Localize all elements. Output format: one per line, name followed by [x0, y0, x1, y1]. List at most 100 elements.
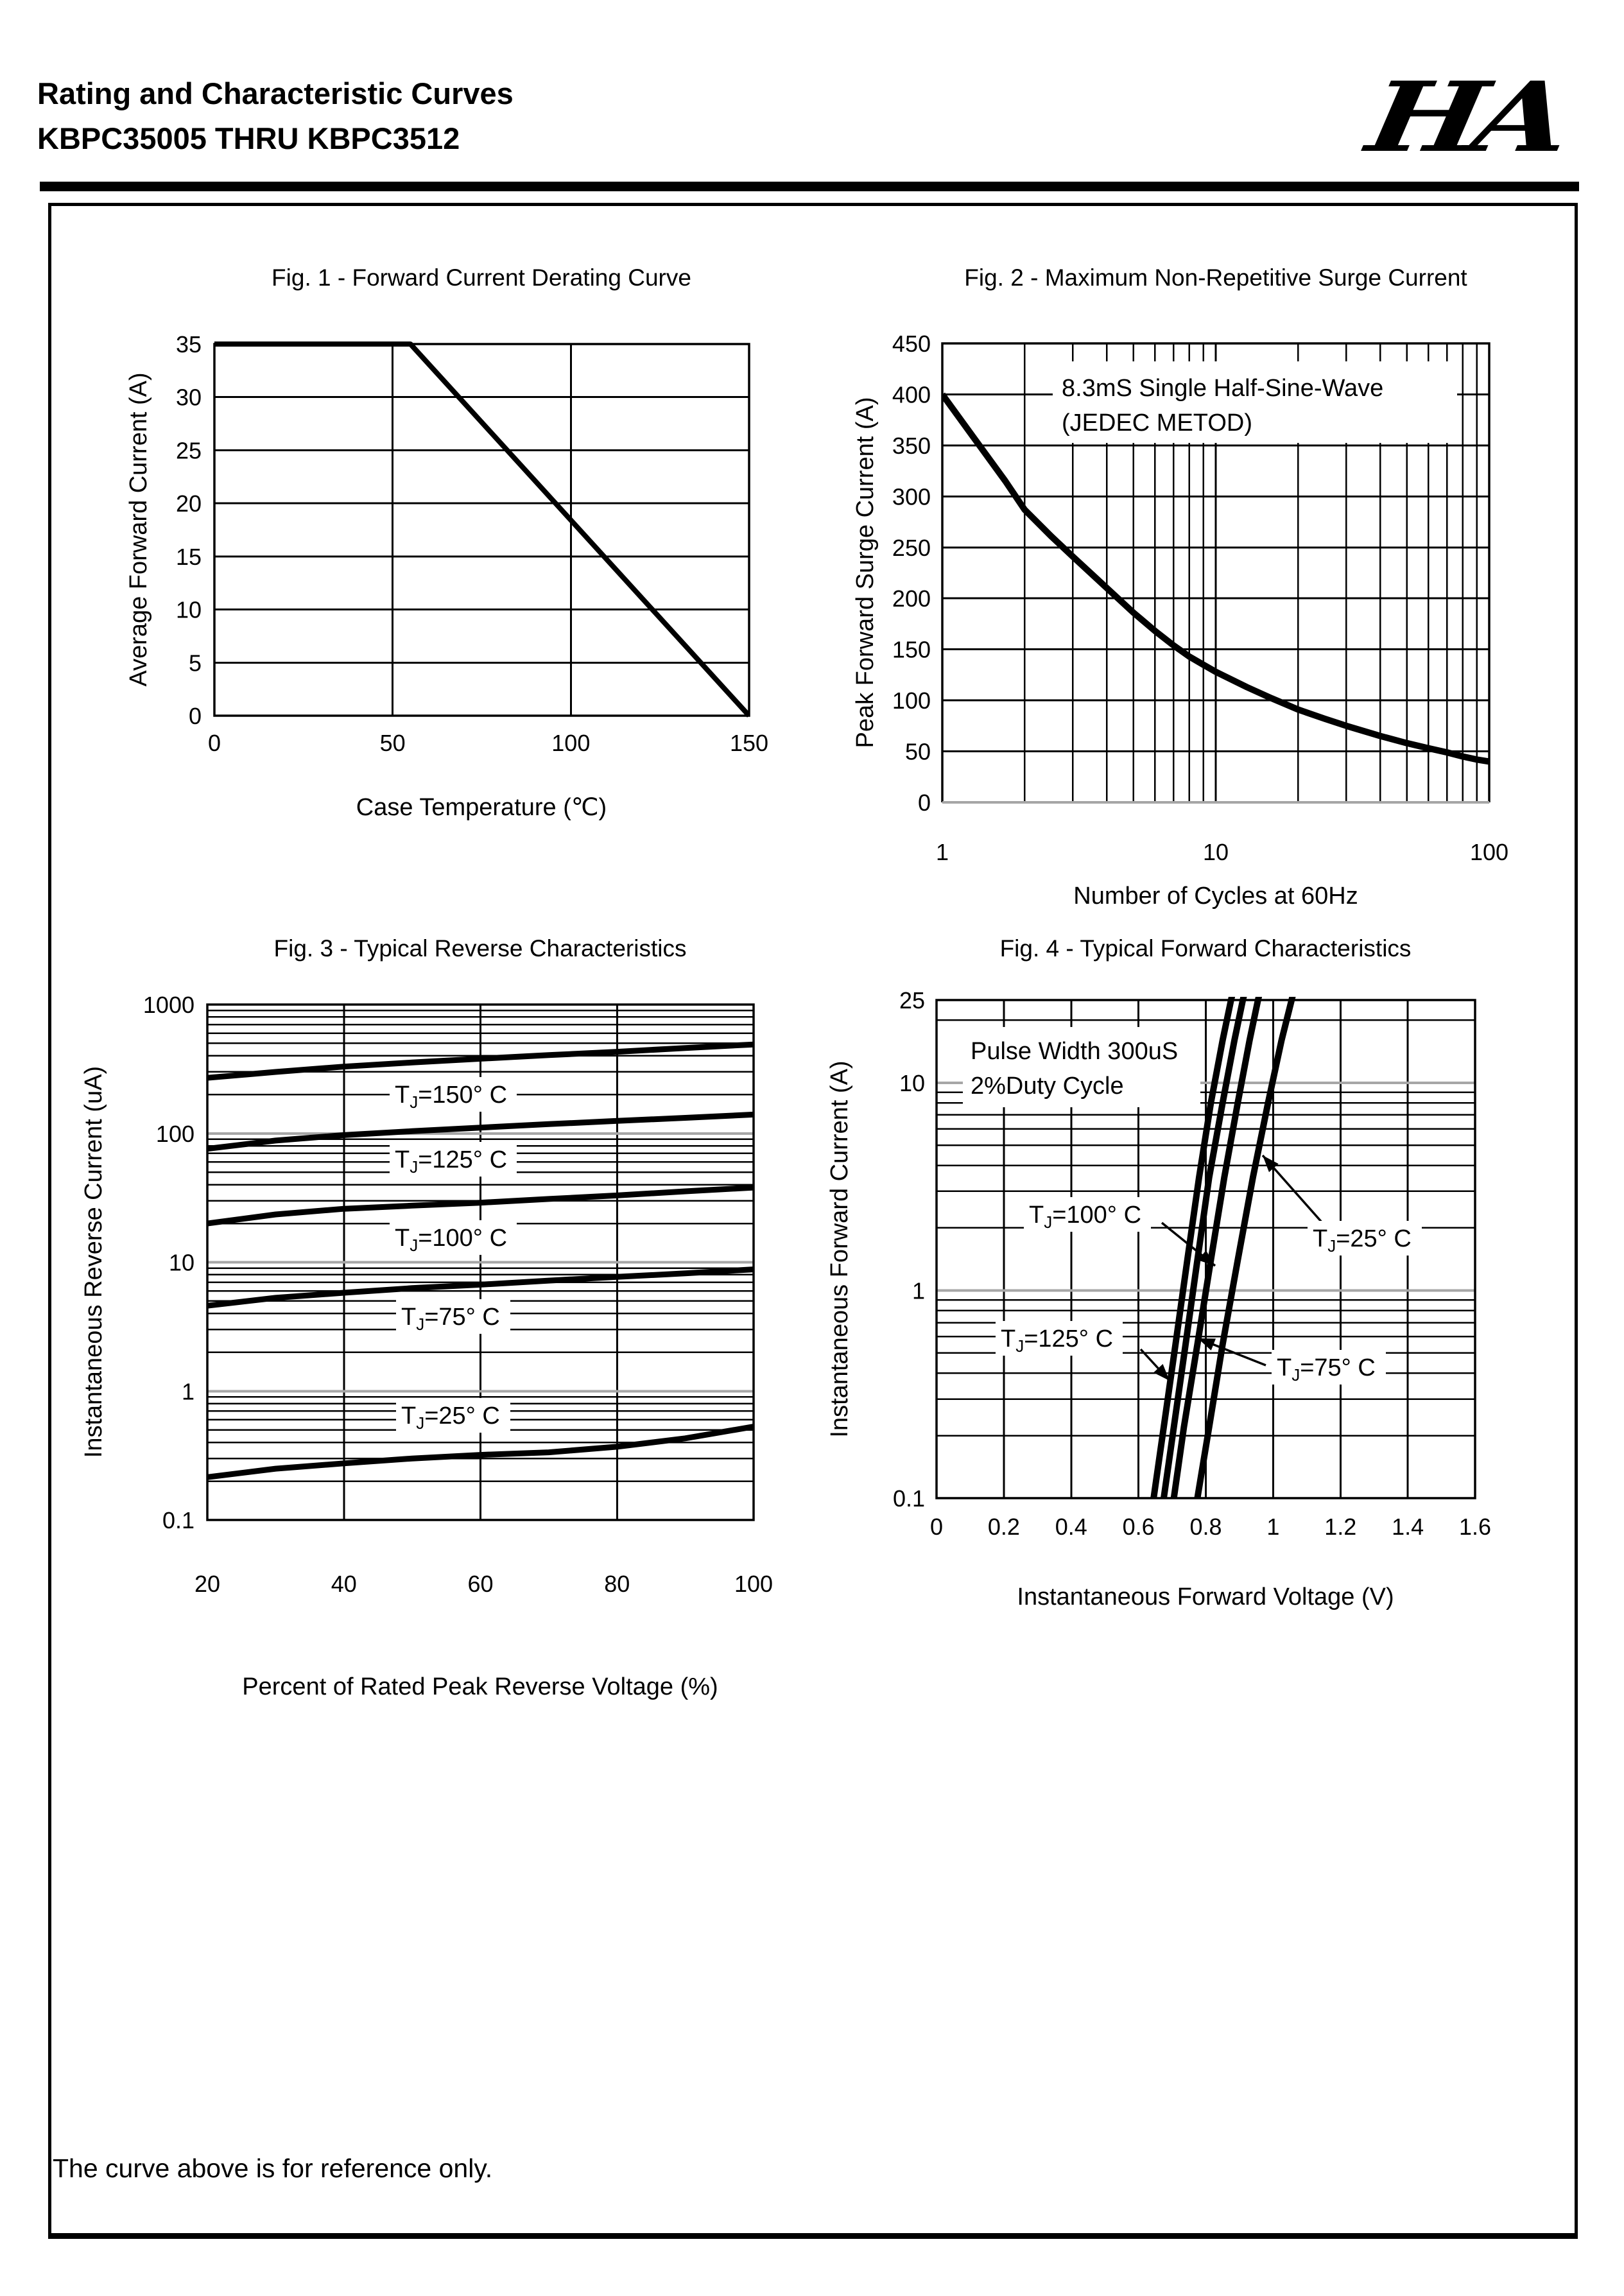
- svg-text:150: 150: [730, 730, 768, 756]
- fig1-title: Fig. 1 - Forward Current Derating Curve: [272, 264, 691, 291]
- svg-text:1.4: 1.4: [1392, 1514, 1424, 1540]
- fig4-ylabel: Instantaneous Forward Current (A): [828, 1060, 853, 1437]
- svg-text:TJ=100° C: TJ=100° C: [395, 1225, 507, 1255]
- svg-text:0.1: 0.1: [893, 1485, 925, 1512]
- svg-text:35: 35: [176, 331, 202, 358]
- svg-text:5: 5: [189, 650, 202, 676]
- svg-text:0: 0: [918, 790, 931, 816]
- svg-text:TJ=75° C: TJ=75° C: [401, 1304, 500, 1334]
- fig3-reverse-characteristics-chart: TJ=150° C TJ=125° C TJ=100° C TJ=75° C TJ=25…: [80, 935, 773, 1700]
- fig2-annotation: 8.3mS Single Half-Sine-Wave (JEDEC METOD): [1053, 361, 1457, 443]
- svg-text:150: 150: [892, 637, 931, 663]
- fig3-curve-label: TJ=150° C: [390, 1077, 517, 1112]
- fig2-plot-border: [941, 342, 1490, 802]
- svg-text:40: 40: [331, 1571, 357, 1597]
- svg-text:TJ=100° C: TJ=100° C: [1029, 1202, 1141, 1232]
- svg-text:100: 100: [734, 1571, 773, 1597]
- footer-note: The curve above is for reference only.: [53, 2154, 493, 2183]
- svg-text:1: 1: [936, 839, 949, 865]
- fig4-curve-label: TJ=25° C: [1261, 1154, 1422, 1256]
- fig4-title: Fig. 4 - Typical Forward Characteristics: [1000, 935, 1412, 962]
- fig1-series-forward-current-derating: [214, 341, 750, 718]
- svg-text:1000: 1000: [143, 992, 194, 1018]
- svg-text:450: 450: [892, 331, 931, 357]
- fig3-curve-label: TJ=100° C: [390, 1220, 517, 1255]
- fig4-series-T-J-125-C: [1150, 997, 1236, 1499]
- svg-text:50: 50: [905, 739, 931, 765]
- fig1-xlabel: Case Temperature (℃): [356, 794, 607, 821]
- svg-text:250: 250: [892, 535, 931, 561]
- svg-text:TJ=75° C: TJ=75° C: [1277, 1354, 1376, 1385]
- fig1-gridlines: [214, 344, 749, 716]
- svg-text:25: 25: [176, 437, 202, 463]
- svg-text:TJ=150° C: TJ=150° C: [395, 1082, 507, 1112]
- svg-text:TJ=25° C: TJ=25° C: [401, 1403, 500, 1433]
- svg-text:20: 20: [194, 1571, 220, 1597]
- svg-text:1.2: 1.2: [1324, 1514, 1356, 1540]
- content-border-box: [48, 203, 1578, 2239]
- svg-text:30: 30: [176, 384, 202, 411]
- fig4-curve-label: TJ=125° C: [996, 1321, 1171, 1382]
- fig4-forward-characteristics-chart: Pulse Width 300uS 2%Duty Cycle TJ=100° C TJ…: [828, 935, 1491, 1610]
- fig4-series-T-J-25-C: [1194, 997, 1296, 1499]
- svg-text:25: 25: [899, 987, 925, 1014]
- svg-text:0.2: 0.2: [988, 1514, 1020, 1540]
- fig3-xlabel: Percent of Rated Peak Reverse Voltage (%…: [242, 1673, 718, 1700]
- fig4-annotation: Pulse Width 300uS 2%Duty Cycle: [963, 1027, 1200, 1107]
- fig2-title: Fig. 2 - Maximum Non-Repetitive Surge Cu…: [964, 264, 1467, 291]
- doc-title-line1: Rating and Characteristic Curves: [37, 76, 514, 110]
- fig1-plot-border: [213, 343, 750, 717]
- fig3-series-T-J-100-C: [207, 1184, 754, 1227]
- svg-text:0: 0: [189, 703, 202, 729]
- fig4-curve-label: TJ=75° C: [1197, 1337, 1386, 1385]
- svg-text:15: 15: [176, 544, 202, 570]
- svg-text:Pulse Width 300uS: Pulse Width 300uS: [971, 1038, 1178, 1065]
- fig2-tick-labels: 1 10 100 450 400 350 300 250 200 150 100 50 0: [892, 331, 1508, 865]
- svg-text:100: 100: [892, 687, 931, 714]
- fig3-curve-label: TJ=25° C: [396, 1398, 510, 1433]
- svg-text:10: 10: [169, 1250, 194, 1276]
- svg-text:2%Duty Cycle: 2%Duty Cycle: [971, 1073, 1124, 1100]
- svg-text:1: 1: [1266, 1514, 1279, 1540]
- fig3-title: Fig. 3 - Typical Reverse Characteristics: [274, 935, 687, 962]
- svg-text:0.4: 0.4: [1055, 1514, 1087, 1540]
- svg-text:TJ=125° C: TJ=125° C: [1001, 1325, 1113, 1356]
- svg-text:100: 100: [156, 1121, 194, 1147]
- svg-text:20: 20: [176, 490, 202, 517]
- svg-text:100: 100: [1470, 839, 1508, 865]
- svg-text:(JEDEC METOD): (JEDEC METOD): [1062, 410, 1252, 436]
- svg-text:1.6: 1.6: [1459, 1514, 1491, 1540]
- header-divider: [40, 182, 1579, 191]
- fig3-curve-label: TJ=125° C: [390, 1142, 517, 1177]
- svg-text:350: 350: [892, 433, 931, 459]
- fig4-plot-border: [935, 999, 1476, 1499]
- brand-logo: HA: [1360, 61, 1569, 174]
- fig4-series-T-J-100-C: [1161, 997, 1247, 1499]
- svg-text:80: 80: [604, 1571, 630, 1597]
- svg-text:100: 100: [551, 730, 590, 756]
- fig3-series-T-J-150-C: [207, 1041, 754, 1081]
- svg-text:TJ=125° C: TJ=125° C: [395, 1146, 507, 1177]
- svg-text:10: 10: [176, 597, 202, 623]
- svg-text:60: 60: [467, 1571, 493, 1597]
- fig3-series-T-J-125-C: [207, 1111, 754, 1152]
- fig2-ylabel: Peak Forward Surge Current (A): [852, 397, 879, 748]
- fig3-ylabel: Instantaneous Reverse Current (uA): [80, 1066, 107, 1458]
- svg-text:8.3mS Single Half-Sine-Wave: 8.3mS Single Half-Sine-Wave: [1062, 375, 1383, 402]
- svg-text:300: 300: [892, 483, 931, 510]
- svg-text:TJ=25° C: TJ=25° C: [1313, 1225, 1412, 1256]
- fig2-series-surge-current: [942, 392, 1490, 765]
- svg-text:200: 200: [892, 585, 931, 612]
- fig3-curve-label: TJ=75° C: [396, 1299, 510, 1334]
- svg-text:0.8: 0.8: [1189, 1514, 1222, 1540]
- fig3-plot-border: [206, 1003, 755, 1521]
- svg-text:400: 400: [892, 381, 931, 408]
- fig3-series-T-J-25-C: [207, 1424, 754, 1480]
- fig4-tick-labels: 0 0.2 0.4 0.6 0.8 1 1.2 1.4 1.6 25 10 1 0.1: [893, 987, 1491, 1540]
- svg-text:0: 0: [208, 730, 221, 756]
- svg-text:0.1: 0.1: [162, 1507, 194, 1533]
- svg-text:1: 1: [912, 1277, 925, 1304]
